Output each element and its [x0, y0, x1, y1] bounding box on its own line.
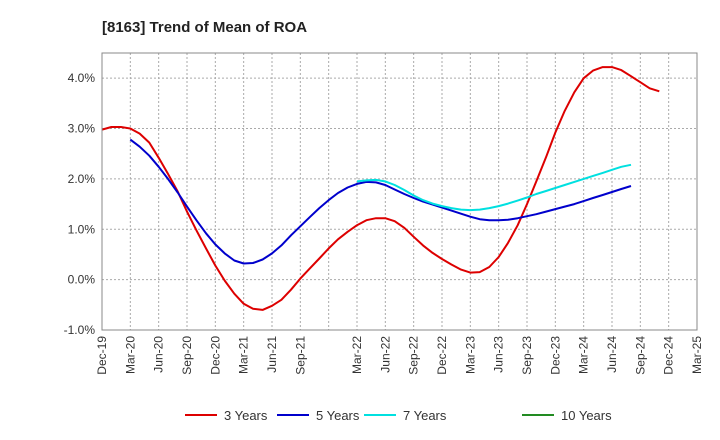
series-line-5-years	[129, 138, 632, 265]
legend-label: 10 Years	[561, 408, 612, 423]
x-tick-label: Dec-23	[548, 336, 562, 375]
chart-title: [8163] Trend of Mean of ROA	[102, 19, 307, 36]
y-tick-label: 0.0%	[68, 273, 96, 287]
x-tick-label: Jun-24	[605, 336, 619, 373]
y-tick-label: 1.0%	[68, 222, 96, 236]
y-tick-label: 2.0%	[68, 172, 96, 186]
legend-label: 5 Years	[316, 408, 360, 423]
plot-frame	[101, 52, 698, 331]
x-tick-label: Sep-24	[633, 336, 647, 375]
x-tick-label: Dec-22	[435, 336, 449, 375]
legend-label: 7 Years	[403, 408, 447, 423]
x-tick-label: Mar-21	[237, 336, 251, 374]
legend: 3 Years 5 Years 7 Years 10 Years	[185, 408, 612, 423]
x-tick-label: Sep-23	[520, 336, 534, 375]
series-line-7-years	[356, 163, 632, 212]
x-tick-label: Jun-20	[152, 336, 166, 373]
x-tick-label: Mar-24	[577, 336, 591, 374]
x-tick-label: Jun-22	[378, 336, 392, 373]
x-tick-label: Mar-25	[690, 336, 704, 374]
x-axis-ticks: Dec-19 Mar-20 Jun-20 Sep-20 Dec-20 Mar-21 Jun-…	[95, 336, 704, 375]
x-tick-label: Dec-24	[662, 336, 676, 375]
x-tick-label: Jun-23	[492, 336, 506, 373]
x-tick-label: Mar-20	[123, 336, 137, 374]
series-lines	[101, 66, 660, 311]
x-tick-label: Mar-22	[350, 336, 364, 374]
x-tick-label: Dec-19	[95, 336, 109, 375]
series-line-3-years	[101, 66, 660, 311]
x-tick-label: Sep-21	[293, 336, 307, 375]
y-axis-ticks: -1.0% 0.0% 1.0% 2.0% 3.0% 4.0%	[64, 71, 96, 337]
legend-label: 3 Years	[224, 408, 268, 423]
y-tick-label: -1.0%	[64, 323, 96, 337]
x-tick-label: Sep-22	[407, 336, 421, 375]
x-tick-label: Sep-20	[180, 336, 194, 375]
x-tick-label: Mar-23	[463, 336, 477, 374]
y-tick-label: 3.0%	[68, 122, 96, 136]
y-tick-label: 4.0%	[68, 71, 96, 85]
x-tick-label: Dec-20	[208, 336, 222, 375]
x-tick-label: Jun-21	[265, 336, 279, 373]
